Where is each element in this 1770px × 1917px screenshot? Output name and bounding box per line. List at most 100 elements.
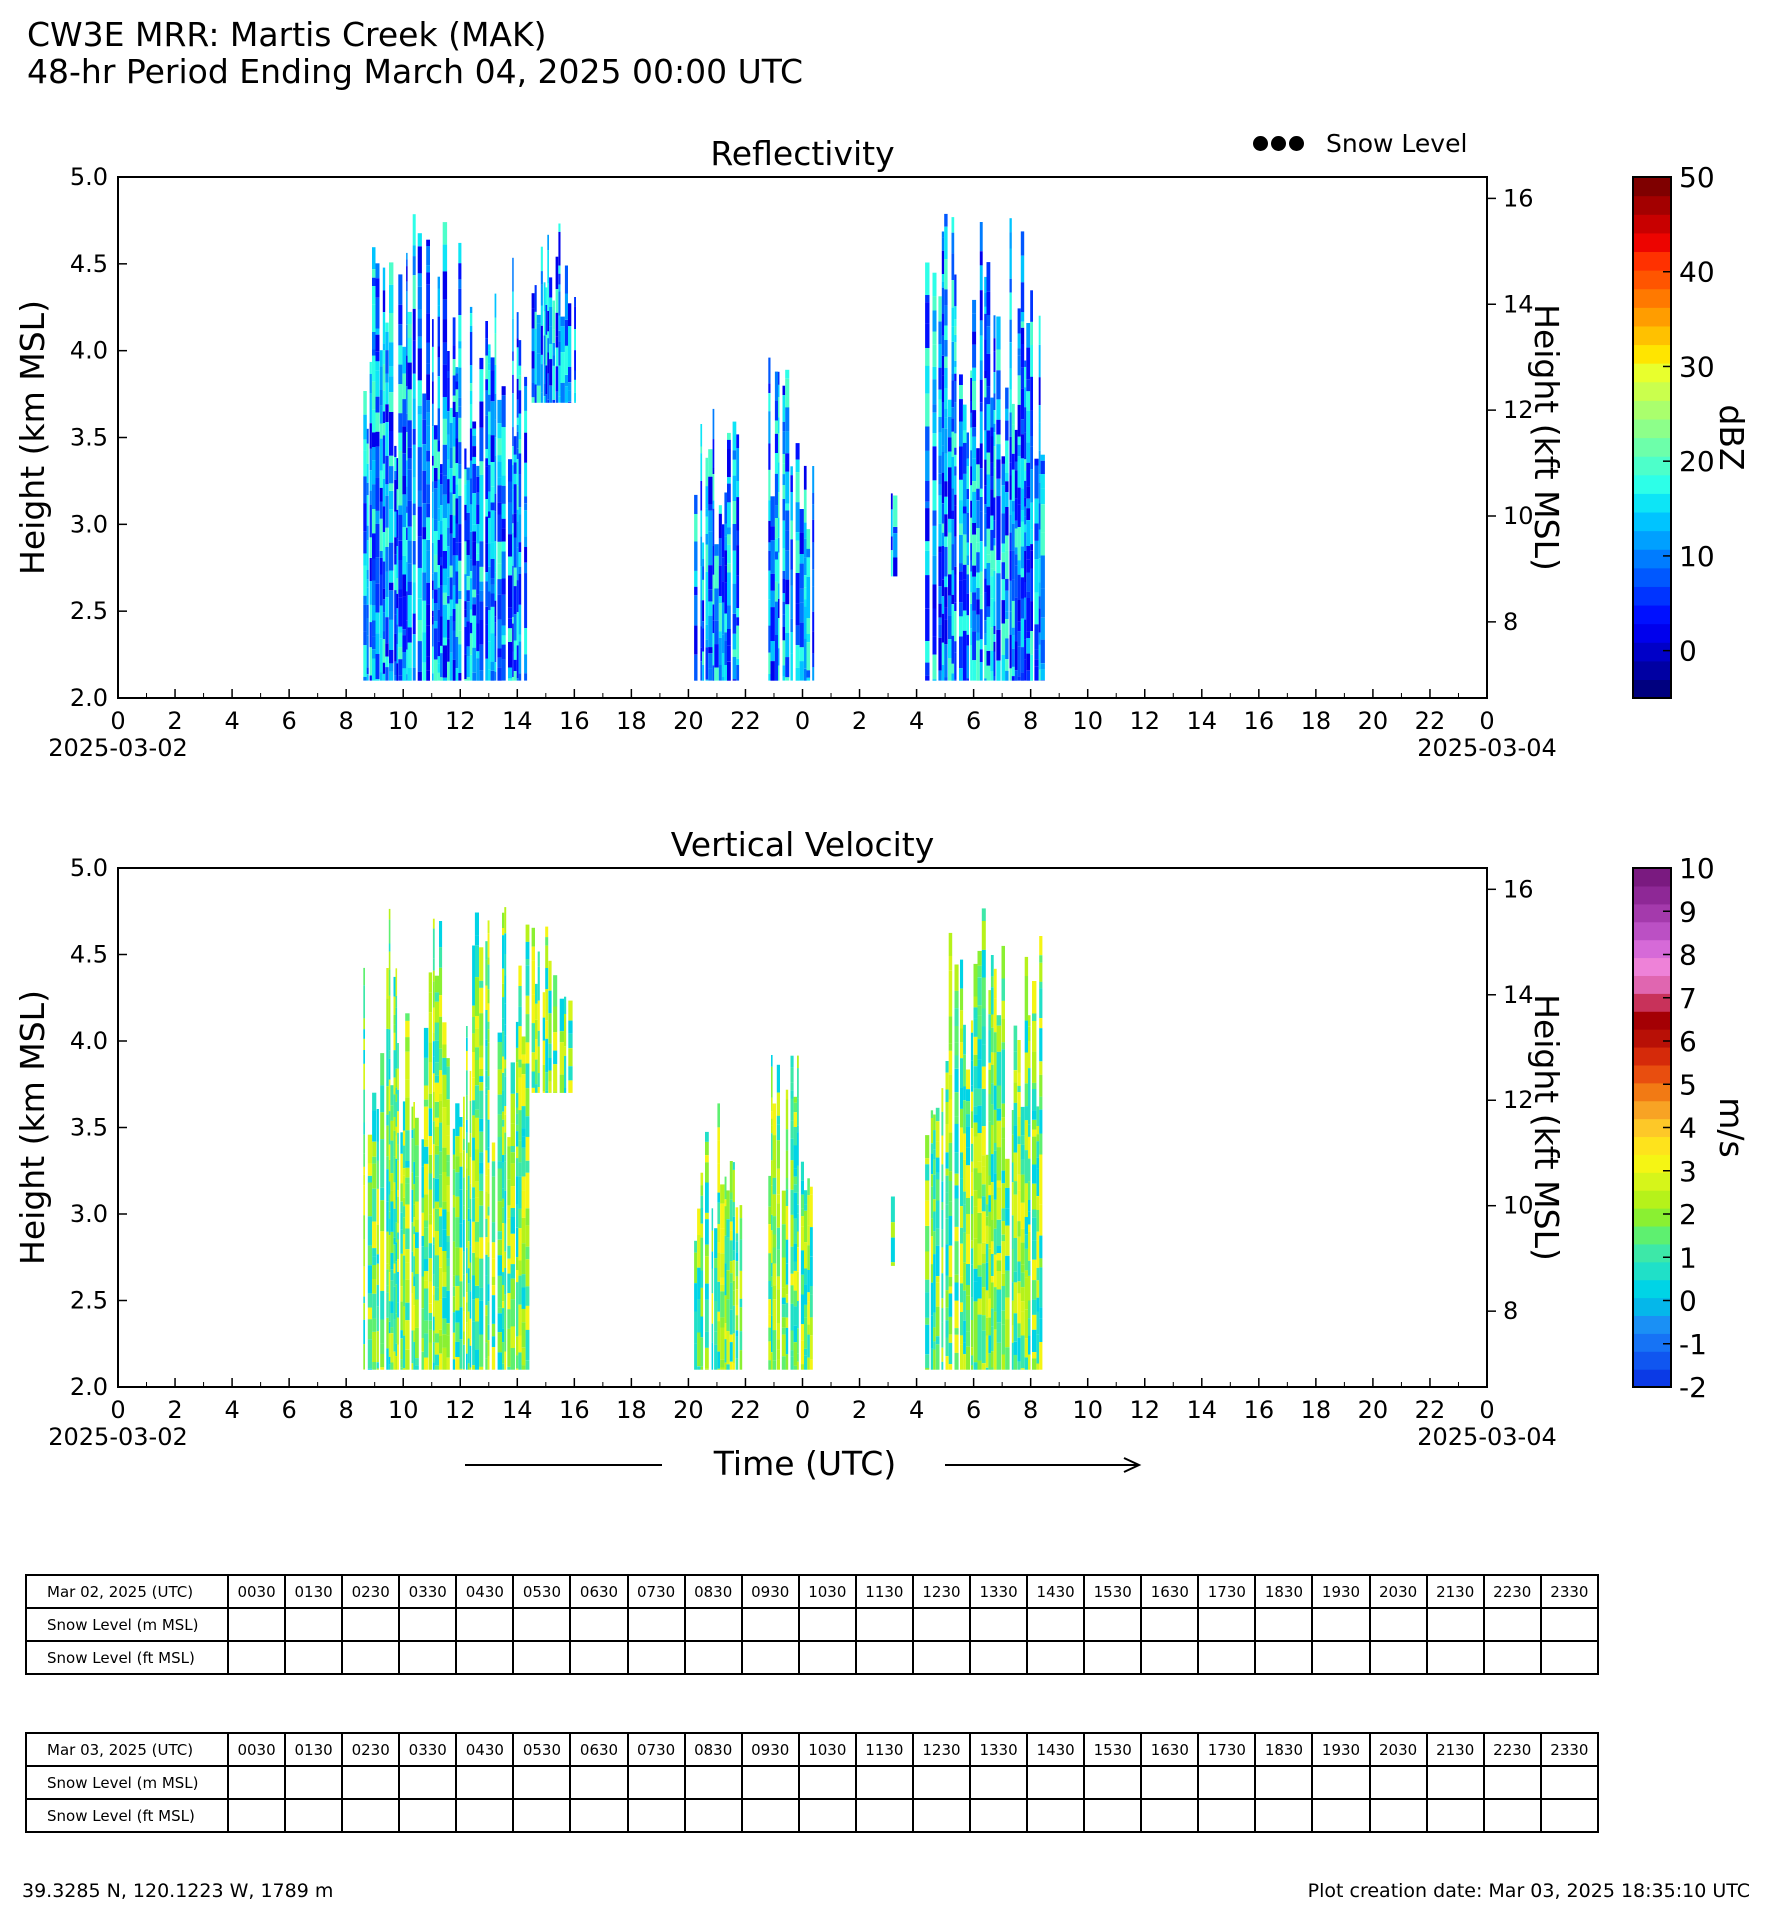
- snow-level-cell: [969, 1640, 1029, 1675]
- time-header-cell: 1030: [797, 1574, 857, 1609]
- colorbar-segment: [1633, 975, 1671, 994]
- y-tick-label: 4.0: [70, 1027, 108, 1055]
- snow-level-cell: [569, 1607, 629, 1642]
- y-tick-label: 4.0: [70, 337, 108, 365]
- colorbar-segment: [1633, 363, 1671, 383]
- snow-level-cell: [1368, 1798, 1428, 1833]
- colorbar-tick-label: 20: [1679, 445, 1715, 478]
- colorbar-segment: [1633, 1315, 1671, 1334]
- time-header-cell: 0430: [455, 1574, 515, 1609]
- colorbar-segment: [1633, 381, 1671, 401]
- panel-title: Vertical Velocity: [671, 825, 934, 864]
- x-tick-label: 20: [1358, 1396, 1389, 1424]
- colorbar-segment: [1633, 1351, 1671, 1370]
- time-header-cell: 0830: [683, 1574, 743, 1609]
- page-title: CW3E MRR: Martis Creek (MAK): [27, 15, 547, 54]
- snow-level-cell: [1083, 1765, 1143, 1800]
- echo-data: [363, 907, 1043, 1370]
- colorbar-segment: [1633, 604, 1671, 625]
- snow-level-cell: [512, 1798, 572, 1833]
- footer-location: 39.3285 N, 120.1223 W, 1789 m: [22, 1880, 334, 1902]
- y-tick-label: 5.0: [70, 854, 108, 882]
- time-header-cell: 1630: [1140, 1574, 1200, 1609]
- y-axis-label: Height (km MSL): [13, 300, 52, 575]
- time-header-cell: 0730: [626, 1732, 686, 1767]
- x-tick-label: 18: [616, 1396, 647, 1424]
- snow-level-cell: [1425, 1765, 1485, 1800]
- time-header-cell: 1230: [911, 1732, 972, 1767]
- snow-level-cell: [683, 1798, 743, 1833]
- y-right-tick-label: 14: [1503, 981, 1534, 1009]
- row-label: Snow Level (ft MSL): [25, 1798, 229, 1833]
- snow-level-cell: [1368, 1765, 1428, 1800]
- time-header-cell: 2330: [1539, 1732, 1600, 1767]
- x-tick-label: 2: [167, 1396, 182, 1424]
- snow-level-cell: [1140, 1765, 1200, 1800]
- x-tick-label: 14: [1187, 1396, 1218, 1424]
- colorbar-segment: [1633, 623, 1671, 643]
- time-header-cell: 0730: [626, 1574, 686, 1609]
- time-header-cell: 2330: [1539, 1574, 1600, 1609]
- colorbar-segment: [1633, 1118, 1671, 1138]
- colorbar-segment: [1633, 660, 1671, 680]
- snow-level-cell: [969, 1765, 1029, 1800]
- y-right-tick-label: 16: [1503, 184, 1534, 212]
- colorbar-tick-label: 50: [1679, 161, 1715, 194]
- colorbar-segment: [1633, 1297, 1671, 1317]
- snow-level-table-mar03: Mar 03, 2025 (UTC) 0030 0130 0230 0330 0430 05…: [25, 1732, 1600, 1833]
- colorbar-segment: [1633, 214, 1671, 234]
- colorbar-segment: [1633, 344, 1671, 364]
- snow-level-cell: [683, 1607, 743, 1642]
- vertical-velocity-panel: Vertical Velocity 2.0 2.5 3.0 3.5 4.0 4.5 5.0 8 1…: [13, 825, 1751, 1451]
- snow-level-cell: [1140, 1640, 1200, 1675]
- snow-level-cell: [740, 1798, 800, 1833]
- time-header-cell: 1030: [797, 1732, 857, 1767]
- colorbar-segment: [1633, 400, 1671, 420]
- x-tick-label: 16: [559, 707, 590, 735]
- reflectivity-panel: Reflectivity 2.0 2.5 3.0 3.5 4.0 4.5 5.0 8 10 12 14…: [13, 134, 1751, 762]
- colorbar-tick-label: 40: [1679, 256, 1715, 289]
- colorbar-segment: [1633, 1011, 1671, 1030]
- colorbar-tick-label: -2: [1679, 1371, 1707, 1404]
- snow-level-cell: [740, 1765, 800, 1800]
- snow-level-cell: [1311, 1765, 1371, 1800]
- colorbar-segment: [1633, 511, 1671, 532]
- x-tick-label: 12: [1129, 707, 1160, 735]
- x-tick-label: 6: [281, 1396, 296, 1424]
- snow-level-cell: [1368, 1607, 1428, 1642]
- footer-date: Plot creation date: Mar 03, 2025 18:35:1…: [1307, 1880, 1750, 1902]
- time-header-cell: 1930: [1311, 1732, 1371, 1767]
- colorbar-segment: [1633, 567, 1671, 587]
- x-tick-label: 4: [224, 707, 239, 735]
- snow-level-cell: [1197, 1607, 1257, 1642]
- snow-level-cell: [284, 1607, 344, 1642]
- snow-level-cell: [1539, 1640, 1600, 1675]
- snow-level-cell: [569, 1798, 629, 1833]
- colorbar-tick-label: 3: [1679, 1155, 1697, 1188]
- colorbar-tick-label: 9: [1679, 895, 1697, 928]
- colorbar-tick-label: 0: [1679, 1285, 1697, 1318]
- y-axis-label-right: Height (kft MSL): [1527, 304, 1566, 571]
- x-tick-label: 14: [502, 1396, 533, 1424]
- table-date-header: Mar 02, 2025 (UTC): [25, 1574, 229, 1609]
- snow-level-cell: [1026, 1798, 1086, 1833]
- time-header-cell: 1930: [1311, 1574, 1371, 1609]
- x-tick-label: 22: [1415, 1396, 1446, 1424]
- colorbar-segment: [1633, 957, 1671, 976]
- snow-level-cell: [740, 1607, 800, 1642]
- date-label-start: 2025-03-02: [48, 1423, 187, 1451]
- page-subtitle: 48-hr Period Ending March 04, 2025 00:00…: [27, 52, 804, 91]
- date-label-end: 2025-03-04: [1417, 734, 1556, 762]
- snow-level-cell: [284, 1640, 344, 1675]
- x-tick-label: 10: [1072, 707, 1103, 735]
- y-tick-label: 2.0: [70, 1373, 108, 1401]
- snow-level-marker-icon: [1253, 135, 1304, 151]
- snow-level-cell: [1482, 1765, 1542, 1800]
- y-tick-label: 2.5: [70, 1287, 108, 1315]
- snow-level-cell: [1425, 1798, 1485, 1833]
- panel-title: Reflectivity: [710, 134, 894, 173]
- snow-level-cell: [512, 1607, 572, 1642]
- snow-level-cell: [1254, 1765, 1314, 1800]
- snow-level-cell: [911, 1607, 972, 1642]
- row-label: Snow Level (ft MSL): [25, 1640, 229, 1675]
